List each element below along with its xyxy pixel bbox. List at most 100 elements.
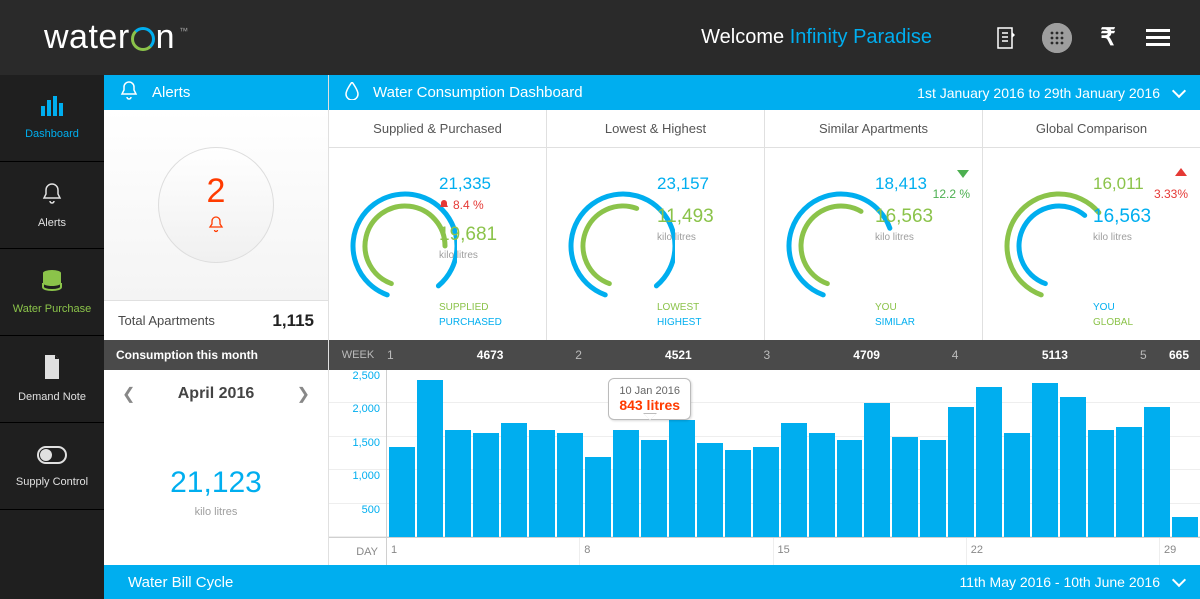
topbar: water n ™ Welcome Infinity Paradise ₹ bbox=[0, 0, 1200, 75]
total-apartments-value: 1,115 bbox=[272, 311, 314, 331]
welcome-text: Welcome Infinity Paradise bbox=[701, 26, 932, 49]
metric-legend: YOU GLOBAL bbox=[1093, 300, 1133, 330]
chevron-down-icon bbox=[1172, 573, 1186, 587]
chart-bar[interactable] bbox=[697, 443, 723, 537]
alerts-header: Alerts bbox=[104, 75, 328, 110]
metric-value-1: 21,335 bbox=[439, 174, 491, 193]
rupee-icon[interactable]: ₹ bbox=[1094, 24, 1122, 52]
week-bar: WEEK146732452134709451135665 bbox=[329, 340, 1200, 370]
chart-bar[interactable] bbox=[417, 380, 443, 537]
chart-bar[interactable] bbox=[892, 437, 918, 537]
metric-unit: kilo litres bbox=[1093, 232, 1151, 243]
dashboard-panel: Water Consumption Dashboard 1st January … bbox=[329, 75, 1200, 340]
sidebar-item-label: Supply Control bbox=[16, 476, 88, 488]
prev-month-button[interactable]: ❮ bbox=[122, 384, 135, 404]
total-apartments-label: Total Apartments bbox=[118, 313, 215, 328]
chart-bar[interactable] bbox=[473, 433, 499, 537]
drop-icon bbox=[345, 82, 359, 104]
welcome-user: Infinity Paradise bbox=[790, 26, 932, 48]
month-label: April 2016 bbox=[178, 385, 254, 403]
sidebar-item-dashboard[interactable]: Dashboard bbox=[0, 75, 104, 162]
metric-value-1: 16,011 bbox=[1093, 174, 1144, 193]
metric-value-2: 19,681 bbox=[439, 224, 497, 245]
chart-bar[interactable] bbox=[809, 433, 835, 537]
chart-bar[interactable] bbox=[641, 440, 667, 537]
chart-bar[interactable] bbox=[1144, 407, 1170, 537]
next-month-button[interactable]: ❯ bbox=[297, 384, 310, 404]
metric-legend: LOWEST HIGHEST bbox=[657, 300, 701, 330]
chart-bar[interactable] bbox=[613, 430, 639, 537]
metric-values: 21,335 8.4 % 19,681 kilo litres bbox=[439, 174, 497, 261]
metric-card: Supplied & Purchased 21,335 8.4 % 19,681… bbox=[329, 110, 547, 340]
chart-bar[interactable] bbox=[1004, 433, 1030, 537]
chart-bar[interactable] bbox=[976, 387, 1002, 537]
metric-values: 16,011 16,563 kilo litres bbox=[1093, 174, 1151, 243]
sidebar-item-alerts[interactable]: Alerts bbox=[0, 162, 104, 249]
database-icon bbox=[41, 269, 63, 297]
sidebar-item-water-purchase[interactable]: Water Purchase bbox=[0, 249, 104, 336]
sidebar-item-demand-note[interactable]: Demand Note bbox=[0, 336, 104, 423]
sidebar-item-label: Dashboard bbox=[25, 128, 79, 140]
bill-cycle-bar[interactable]: Water Bill Cycle 11th May 2016 - 10th Ju… bbox=[104, 565, 1200, 599]
document-icon bbox=[42, 355, 62, 385]
chart-bar[interactable] bbox=[669, 420, 695, 537]
y-tick: 1,000 bbox=[329, 470, 386, 503]
y-tick: 500 bbox=[329, 504, 386, 537]
chart-bar[interactable] bbox=[1060, 397, 1086, 537]
chart-bar[interactable] bbox=[837, 440, 863, 537]
metric-value-2: 16,563 bbox=[875, 206, 933, 227]
month-panel: Consumption this month ❮ April 2016 ❯ 21… bbox=[104, 340, 329, 565]
chart-bar[interactable] bbox=[725, 450, 751, 537]
toggle-icon bbox=[37, 444, 67, 470]
alerts-panel: Alerts 2 Total Apartments 1,115 bbox=[104, 75, 329, 340]
day-label: DAY bbox=[329, 537, 386, 565]
metric-values: 23,157 11,493 kilo litres bbox=[657, 174, 714, 243]
chart-bar[interactable] bbox=[1088, 430, 1114, 537]
chart-bar[interactable] bbox=[753, 447, 779, 537]
metric-value-2: 11,493 bbox=[657, 206, 714, 227]
bill-cycle-title: Water Bill Cycle bbox=[128, 574, 233, 591]
week-cell: 45113 bbox=[952, 348, 1140, 362]
x-tick: 1 bbox=[387, 538, 580, 565]
alerts-circle[interactable]: 2 bbox=[158, 147, 274, 263]
metric-title: Global Comparison bbox=[983, 110, 1200, 148]
week-label: WEEK bbox=[329, 349, 387, 361]
chart-bar[interactable] bbox=[1032, 383, 1058, 537]
document-icon[interactable] bbox=[992, 24, 1020, 52]
bell-icon bbox=[208, 215, 224, 238]
y-tick: 2,500 bbox=[329, 370, 386, 403]
chart-bar[interactable] bbox=[864, 403, 890, 537]
week-cell: 24521 bbox=[575, 348, 763, 362]
chart-bar[interactable] bbox=[529, 430, 555, 537]
chart-bar[interactable] bbox=[1172, 517, 1198, 537]
chart-bar[interactable] bbox=[781, 423, 807, 537]
chart-bar[interactable] bbox=[585, 457, 611, 537]
metric-card: Global Comparison 3.33% 16,011 16,563 ki… bbox=[983, 110, 1200, 340]
metric-value-1: 23,157 bbox=[657, 174, 709, 193]
chart-bar[interactable] bbox=[501, 423, 527, 537]
chart-bar[interactable] bbox=[948, 407, 974, 537]
metric-card: Lowest & Highest 23,157 11,493 kilo litr… bbox=[547, 110, 765, 340]
sidebar-item-supply-control[interactable]: Supply Control bbox=[0, 423, 104, 510]
chart-bar[interactable] bbox=[445, 430, 471, 537]
logo-ring-icon bbox=[130, 24, 156, 48]
chart-bars: 18152229 10 Jan 2016 843 litres bbox=[387, 370, 1200, 565]
chevron-down-icon bbox=[1172, 83, 1186, 97]
chart-bar[interactable] bbox=[389, 447, 415, 537]
dashboard-range[interactable]: 1st January 2016 to 29th January 2016 bbox=[917, 85, 1184, 101]
consumption-header: Consumption this month bbox=[104, 340, 328, 370]
chart-bar[interactable] bbox=[557, 433, 583, 537]
logo-text-post: n bbox=[156, 18, 175, 57]
sidebar: Dashboard Alerts Water Purchase Demand N… bbox=[0, 75, 104, 599]
menu-icon[interactable] bbox=[1144, 24, 1172, 52]
total-apartments: Total Apartments 1,115 bbox=[104, 300, 328, 340]
grid-round-icon[interactable] bbox=[1042, 23, 1072, 53]
sidebar-item-label: Demand Note bbox=[18, 391, 86, 403]
chart-bar[interactable] bbox=[920, 440, 946, 537]
metrics-row: Supplied & Purchased 21,335 8.4 % 19,681… bbox=[329, 110, 1200, 340]
month-total: 21,123 kilo litres bbox=[104, 418, 328, 565]
x-tick: 22 bbox=[967, 538, 1160, 565]
y-tick: 1,500 bbox=[329, 437, 386, 470]
metric-legend: YOU SIMILAR bbox=[875, 300, 915, 330]
chart-bar[interactable] bbox=[1116, 427, 1142, 537]
